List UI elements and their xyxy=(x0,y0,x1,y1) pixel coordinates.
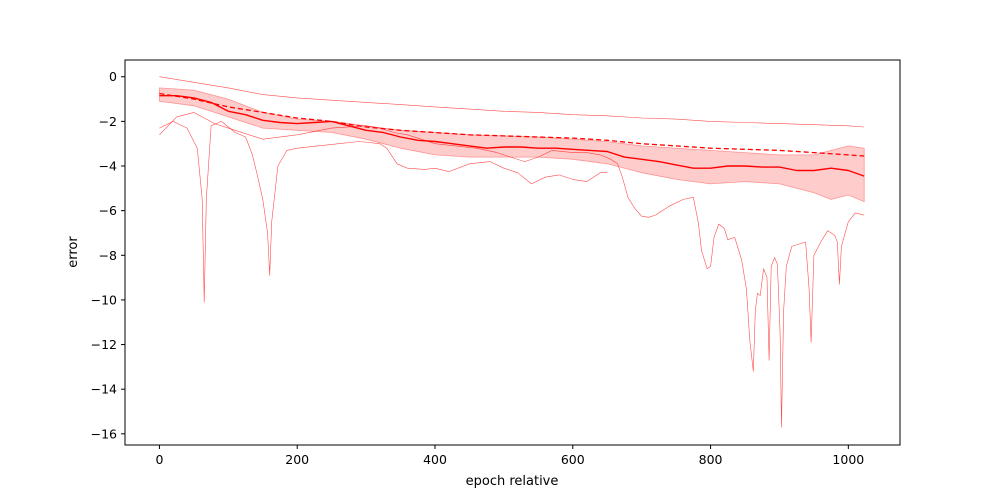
x-tick-label: 600 xyxy=(561,452,585,467)
y-axis: 0 −2 −4 −6 −8 −10 −12 −14 −16 xyxy=(91,69,125,441)
y-tick-label: −2 xyxy=(99,114,117,129)
y-tick-label: −8 xyxy=(99,248,117,263)
series-line-2-dashed xyxy=(159,92,865,157)
y-tick-label: −12 xyxy=(91,337,117,352)
x-tick-label: 200 xyxy=(285,452,309,467)
y-tick-label: −10 xyxy=(91,292,117,307)
x-tick-label: 400 xyxy=(423,452,447,467)
y-tick-label: −4 xyxy=(99,159,117,174)
y-tick-label: 0 xyxy=(109,69,117,84)
y-tick-label: −6 xyxy=(99,203,117,218)
y-tick-label: −14 xyxy=(91,382,117,397)
series-line-1-solid xyxy=(159,95,865,177)
y-tick-label: −16 xyxy=(91,426,117,441)
plot-content xyxy=(159,76,865,428)
x-tick-label: 800 xyxy=(699,452,723,467)
x-axis: 0 200 400 600 800 1000 xyxy=(155,445,864,467)
y-axis-label: error xyxy=(66,236,81,268)
series-line-4-thin xyxy=(159,121,608,303)
x-tick-label: 0 xyxy=(155,452,163,467)
series-line-5-thin xyxy=(159,112,865,428)
x-tick-label: 1000 xyxy=(832,452,864,467)
plot-frame xyxy=(124,59,901,446)
x-axis-label: epoch relative xyxy=(466,474,559,489)
series-line-3-thin xyxy=(159,76,865,128)
